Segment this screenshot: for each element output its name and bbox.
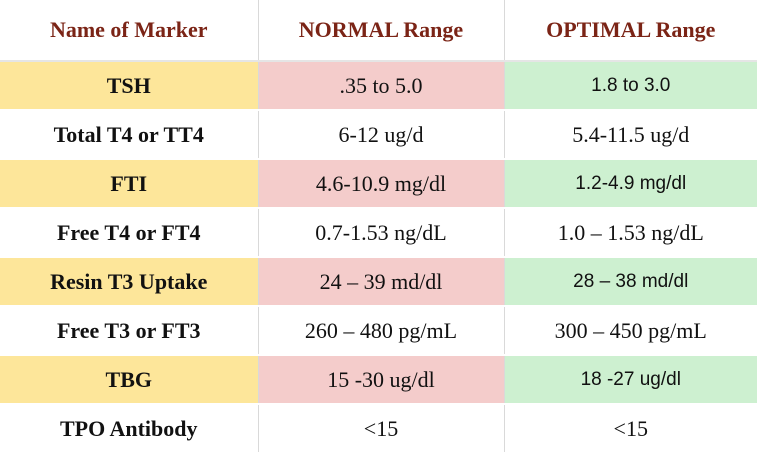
cell: 1.8 to 3.0: [503, 60, 757, 110]
cell: Free T3 or FT3: [0, 305, 258, 355]
header-cell: NORMAL Range: [257, 0, 504, 62]
cell: 4.6-10.9 mg/dl: [257, 158, 504, 208]
cell: 0.7-1.53 ng/dL: [257, 207, 504, 257]
row: TSH .35 to 5.0 1.8 to 3.0: [0, 60, 757, 110]
cell: Free T4 or FT4: [0, 207, 258, 257]
cell: Resin T3 Uptake: [0, 256, 258, 306]
cell: TBG: [0, 354, 258, 404]
cell: TPO Antibody: [0, 403, 258, 452]
header-cell: Name of Marker: [0, 0, 258, 62]
cell: TSH: [0, 60, 258, 110]
row: Resin T3 Uptake 24 – 39 md/dl 28 – 38 md/d…: [0, 256, 757, 306]
cell: 24 – 39 md/dl: [257, 256, 504, 306]
cell: 300 – 450 pg/mL: [503, 305, 757, 355]
cell: 5.4-11.5 ug/d: [503, 109, 757, 159]
cell: 1.0 – 1.53 ng/dL: [503, 207, 757, 257]
cell: FTI: [0, 158, 258, 208]
row: TBG 15 -30 ug/dl 18 -27 ug/dl: [0, 354, 757, 404]
row: TPO Antibody <15 <15: [0, 403, 757, 452]
cell: 260 – 480 pg/mL: [257, 305, 504, 355]
row: FTI 4.6-10.9 mg/dl 1.2-4.9 mg/dl: [0, 158, 757, 208]
cell: Total T4 or TT4: [0, 109, 258, 159]
cell: 1.2-4.9 mg/dl: [503, 158, 757, 208]
cell: <15: [257, 403, 504, 452]
row: Free T3 or FT3 260 – 480 pg/mL 300 – 450 p…: [0, 305, 757, 355]
header-cell: OPTIMAL Range: [503, 0, 757, 62]
cell: 18 -27 ug/dl: [503, 354, 757, 404]
row: Free T4 or FT4 0.7-1.53 ng/dL 1.0 – 1.53 n…: [0, 207, 757, 257]
row: Total T4 or TT4 6-12 ug/d 5.4-11.5 ug/d: [0, 109, 757, 159]
header-row: Name of Marker NORMAL Range OPTIMAL Rang…: [0, 0, 757, 62]
cell: 15 -30 ug/dl: [257, 354, 504, 404]
cell: <15: [503, 403, 757, 452]
cell: 6-12 ug/d: [257, 109, 504, 159]
cell: .35 to 5.0: [257, 60, 504, 110]
cell: 28 – 38 md/dl: [503, 256, 757, 306]
